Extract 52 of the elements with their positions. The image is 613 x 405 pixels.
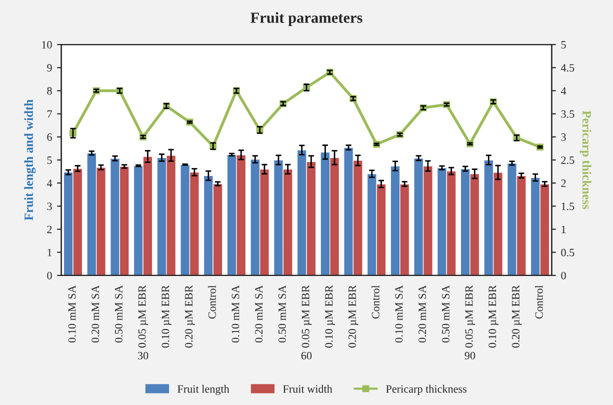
x-tick-label: Control: [208, 285, 216, 319]
x-tick-label: 0.10 µM EBR: [162, 285, 172, 348]
y-tick-label: 10: [42, 41, 52, 49]
y2-tick-label: 2.5: [561, 156, 574, 164]
y-tick-label: 5: [47, 156, 52, 164]
x-tick-label: 0.10 mM SA: [232, 285, 240, 342]
x-tick-label: 0.10 µM EBR: [325, 285, 335, 348]
y-tick-label: 8: [47, 87, 52, 95]
x-tick-label: 0.10 mM SA: [68, 285, 76, 342]
y2-tick-label: 4.5: [560, 64, 574, 72]
y2-tick-label: 5: [561, 41, 566, 49]
y-axis-title: Fruit length and width: [24, 100, 36, 220]
x-tick-label: 0.05 µM EBR: [465, 285, 476, 348]
x-tick-label: 0.10 µM EBR: [488, 285, 498, 348]
y-tick-label: 2: [47, 226, 52, 234]
y2-tick-label: 0: [561, 272, 566, 280]
text: 30: [138, 352, 148, 360]
legend-label: Pericarp thickness: [386, 384, 466, 395]
y-tick-label: 1: [48, 248, 52, 256]
y2-tick-label: 2: [561, 180, 566, 187]
x-tick-label: 0.10 mM SA: [395, 285, 403, 342]
x-tick-label: 0.50 mM SA: [278, 285, 286, 342]
y-tick-label: 4: [46, 180, 52, 187]
chart-title: Fruit parameters: [250, 12, 362, 26]
y2-tick-label: 1: [562, 226, 566, 234]
x-tick-label: 0.05 µM EBR: [302, 285, 312, 348]
x-tick-label: Control: [534, 285, 543, 319]
x-tick-label: Control: [372, 285, 380, 319]
x-tick-label: 0.20 mM SA: [92, 285, 100, 342]
y2-tick-label: 4: [560, 87, 566, 95]
y-tick-label: 9: [47, 64, 52, 72]
x-tick-label: 0.50 mM SA: [114, 285, 123, 342]
x-tick-label: 0.20 µM EBR: [512, 285, 522, 348]
y2-tick-label: 1.5: [562, 202, 574, 210]
y-tick-label: 6: [47, 133, 52, 141]
y-tick-label: 3: [47, 202, 52, 210]
x-tick-label: 0.20 µM EBR: [348, 285, 358, 348]
x-tick-label: 0.50 mM SA: [442, 285, 450, 342]
x-tick-label: 0.20 mM SA: [418, 285, 426, 342]
y2-axis-title: Pericarp thickness: [580, 110, 592, 210]
x-tick-label: 0.20 mM SA: [255, 285, 263, 342]
y2-tick-label: 0.5: [561, 248, 574, 256]
text: 90: [464, 352, 476, 360]
y2-tick-label: 3: [561, 133, 566, 141]
text: 60: [301, 352, 312, 360]
y-tick-label: 7: [47, 110, 52, 118]
y2-tick-label: 3.5: [561, 110, 574, 118]
legend-label: Fruit width: [283, 384, 332, 393]
legend-label: Fruit length: [178, 384, 230, 395]
x-tick-label: 0.05 µM EBR: [138, 285, 148, 348]
y-tick-label: 0: [47, 272, 52, 280]
x-tick-label: 0.20 µM EBR: [185, 285, 195, 348]
